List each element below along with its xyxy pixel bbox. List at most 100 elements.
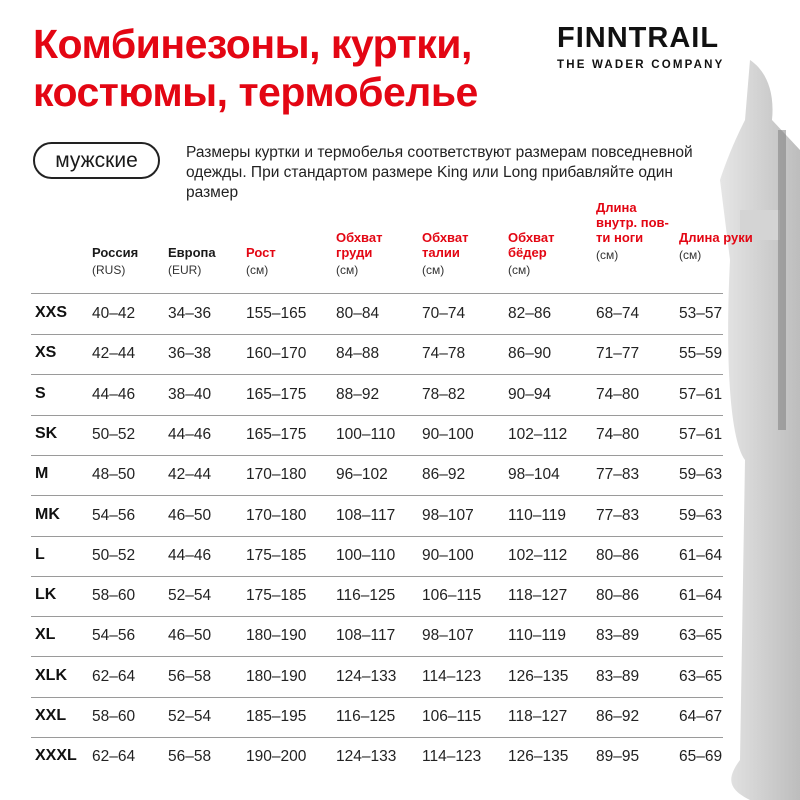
column-label: Обхват талии (422, 230, 469, 260)
title-line-1: Комбинезоны, куртки, (33, 21, 472, 67)
table-cell: 89–95 (596, 748, 640, 766)
table-cell: 165–175 (246, 385, 307, 403)
table-cell: 98–107 (422, 627, 474, 645)
table-cell: 62–64 (92, 748, 136, 766)
table-cell: 68–74 (596, 305, 640, 322)
divider (31, 495, 723, 497)
table-cell: 74–80 (596, 425, 640, 443)
table-cell: 80–84 (336, 305, 380, 322)
table-cell: 44–46 (92, 385, 136, 403)
divider (31, 696, 723, 698)
table-cell: 118–127 (508, 708, 568, 725)
size-label: SK (35, 424, 58, 442)
table-cell: 102–112 (508, 425, 568, 443)
table-cell: 83–89 (596, 627, 640, 645)
table-cell: 126–135 (508, 667, 569, 685)
size-note: Размеры куртки и термобелья соответствую… (186, 144, 693, 201)
table-cell: 102–112 (508, 546, 568, 564)
table-cell: 56–58 (168, 667, 212, 685)
table-cell: 78–82 (422, 385, 466, 403)
column-label: Обхват груди (336, 230, 383, 260)
table-cell: 175–185 (246, 587, 307, 605)
table-cell: 44–46 (168, 425, 212, 443)
table-cell: 59–63 (679, 466, 723, 484)
table-cell: 170–180 (246, 466, 307, 484)
table-cell: 42–44 (168, 466, 212, 484)
table-cell: 52–54 (168, 708, 212, 725)
divider (31, 535, 723, 537)
finntrail-logo: FINNTRAIL THE WADER COMPANY (557, 22, 775, 71)
table-cell: 74–78 (422, 345, 466, 363)
table-cell: 110–119 (508, 627, 567, 645)
table-cell: 50–52 (92, 546, 136, 564)
table-cell: 106–115 (422, 587, 482, 605)
table-cell: 96–102 (336, 466, 388, 484)
table-cell: 40–42 (92, 305, 136, 322)
size-label: XLK (35, 666, 67, 684)
table-cell: 80–86 (596, 587, 640, 605)
table-cell: 52–54 (168, 587, 212, 605)
table-cell: 86–92 (596, 708, 640, 725)
table-cell: 114–123 (422, 667, 482, 685)
table-cell: 53–57 (679, 305, 723, 322)
column-unit: (EUR) (168, 263, 202, 277)
table-cell: 42–44 (92, 345, 136, 363)
table-cell: 90–94 (508, 385, 552, 403)
size-label: XXS (35, 304, 68, 321)
table-cell: 55–59 (679, 345, 723, 363)
table-cell: 46–50 (168, 627, 212, 645)
column-label: Длина руки (679, 230, 753, 245)
table-cell: 64–67 (679, 708, 723, 725)
size-label: S (35, 384, 46, 402)
column-unit: (см) (246, 263, 269, 277)
column-unit: (см) (336, 263, 359, 277)
table-cell: 61–64 (679, 587, 723, 605)
table-cell: 116–125 (336, 708, 396, 725)
table-cell: 54–56 (92, 506, 136, 524)
divider (31, 737, 723, 738)
divider (31, 293, 723, 294)
table-cell: 124–133 (336, 667, 397, 685)
column-unit: (см) (508, 263, 531, 277)
table-cell: 114–123 (422, 748, 482, 766)
table-cell: 62–64 (92, 667, 136, 685)
logo-tagline: THE WADER COMPANY (557, 59, 725, 71)
table-cell: 50–52 (92, 425, 136, 443)
column-header: Длина внутр. пов-ти ноги (см) (596, 200, 676, 263)
table-cell: 100–110 (336, 546, 396, 564)
divider (31, 454, 723, 456)
table-cell: 48–50 (92, 466, 136, 484)
table-cell: 118–127 (508, 587, 568, 605)
table-cell: 34–36 (168, 305, 212, 322)
column-header: Обхват груди (см) (336, 230, 416, 278)
table-cell: 84–88 (336, 345, 380, 363)
table-cell: 58–60 (92, 587, 136, 605)
table-cell: 185–195 (246, 708, 307, 725)
size-label: XL (35, 626, 56, 644)
size-label: L (35, 545, 45, 563)
column-header: Европа (EUR) (168, 245, 248, 278)
table-cell: 57–61 (679, 385, 723, 403)
table-cell: 56–58 (168, 748, 212, 766)
table-cell: 88–92 (336, 385, 380, 403)
table-cell: 46–50 (168, 506, 212, 524)
table-cell: 100–110 (336, 425, 396, 443)
table-cell: 110–119 (508, 506, 567, 524)
table-cell: 160–170 (246, 345, 307, 363)
column-unit: (см) (679, 248, 702, 262)
size-label: LK (35, 586, 57, 604)
gender-pill: мужские (33, 142, 160, 179)
size-label: MK (35, 505, 60, 523)
table-cell: 108–117 (336, 506, 396, 524)
table-cell: 70–74 (422, 305, 466, 322)
divider (31, 616, 723, 618)
table-cell: 36–38 (168, 345, 212, 363)
size-label: XS (35, 344, 57, 362)
logo-brand: FINNTRAIL (557, 22, 720, 54)
table-cell: 77–83 (596, 466, 640, 484)
table-cell: 106–115 (422, 708, 482, 725)
table-cell: 126–135 (508, 748, 569, 766)
table-cell: 74–80 (596, 385, 640, 403)
size-label: M (35, 465, 49, 483)
table-cell: 86–90 (508, 345, 552, 363)
